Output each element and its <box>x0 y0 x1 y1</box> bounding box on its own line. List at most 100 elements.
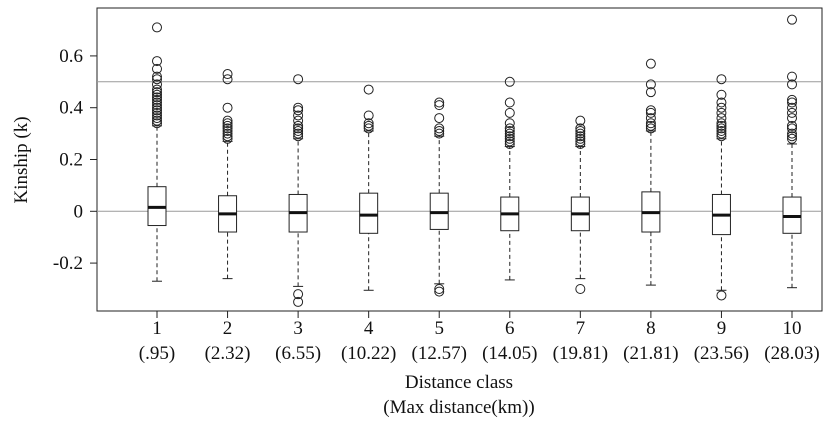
outlier-point <box>504 126 515 137</box>
reference-lines <box>97 81 822 212</box>
y-tick-label: 0 <box>74 201 84 222</box>
outlier-point <box>152 79 162 90</box>
x-tick-sublabel: (12.57) <box>412 343 467 364</box>
x-tick-label: 8 <box>646 318 656 339</box>
box-group <box>359 84 379 291</box>
outlier-point <box>787 123 797 134</box>
outlier-point <box>434 97 445 108</box>
outlier-point <box>504 107 515 118</box>
outlier-point <box>434 123 445 134</box>
outlier-point <box>575 131 586 142</box>
x-tick-label: 4 <box>364 318 374 339</box>
outlier-point <box>504 118 515 129</box>
outlier-point <box>787 71 797 82</box>
outlier-point <box>293 110 304 121</box>
outlier-point <box>222 128 233 139</box>
outlier-point <box>716 107 727 118</box>
outlier-point <box>645 123 656 134</box>
outlier-point <box>787 102 797 113</box>
outlier-point <box>575 128 586 139</box>
outlier-point <box>363 120 374 131</box>
y-axis-title: Kinship (k) <box>11 116 32 203</box>
outlier-point <box>293 74 304 85</box>
outlier-point <box>716 102 727 113</box>
outlier-point <box>504 136 515 147</box>
outlier-point <box>504 123 515 134</box>
y-tick-label: -0.2 <box>53 253 83 274</box>
y-tick-label: 0.4 <box>59 98 83 119</box>
box-group <box>500 76 520 281</box>
x-tick-label: 6 <box>505 318 515 339</box>
outlier-point <box>293 123 304 134</box>
x-tick-sublabel: (21.81) <box>623 343 678 364</box>
outlier-point <box>293 120 304 131</box>
outlier-point <box>645 105 656 116</box>
outlier-point <box>152 118 162 129</box>
outlier-point <box>504 128 515 139</box>
y-tick-label: 0.6 <box>59 46 83 67</box>
outlier-point <box>787 120 797 131</box>
outlier-point <box>222 123 233 134</box>
outlier-point <box>504 133 515 144</box>
outlier-point <box>152 97 162 108</box>
x-tick-label: 5 <box>434 318 444 339</box>
x-tick-sublabel: (23.56) <box>694 343 749 364</box>
box-group <box>641 58 661 286</box>
outlier-point <box>293 115 304 126</box>
outlier-point <box>293 105 304 116</box>
outlier-point <box>645 87 656 98</box>
outlier-point <box>293 296 304 307</box>
outlier-point <box>716 118 727 129</box>
outlier-point <box>293 102 304 113</box>
outlier-point <box>152 89 162 100</box>
y-axis: -0.2 0 0.2 0.4 0.6 <box>53 46 97 274</box>
outlier-point <box>645 58 656 69</box>
outlier-point <box>222 120 233 131</box>
outlier-point <box>222 131 233 142</box>
outlier-point <box>504 138 515 149</box>
outlier-point <box>575 115 586 126</box>
x-tick-label: 7 <box>576 318 586 339</box>
outlier-point <box>787 131 797 142</box>
outlier-point <box>152 107 162 118</box>
outlier-point <box>787 107 797 118</box>
box-group <box>782 14 802 289</box>
outlier-point <box>434 126 445 137</box>
outlier-point <box>152 74 162 85</box>
outlier-point <box>787 133 797 144</box>
outlier-point <box>363 118 374 129</box>
outlier-point <box>434 128 445 139</box>
outlier-point <box>716 123 727 134</box>
outlier-point <box>152 113 162 124</box>
outlier-point <box>575 133 586 144</box>
outlier-point <box>293 128 304 139</box>
outlier-point <box>222 69 233 80</box>
outlier-point <box>645 79 656 90</box>
box-iqr <box>359 192 379 234</box>
outlier-point <box>716 74 727 85</box>
outlier-point <box>575 283 586 294</box>
outlier-point <box>152 110 162 121</box>
outlier-point <box>645 107 656 118</box>
outlier-point <box>222 74 233 85</box>
outlier-point <box>787 79 797 90</box>
outlier-point <box>363 123 374 134</box>
outlier-point <box>293 289 304 300</box>
outlier-point <box>222 115 233 126</box>
outlier-point <box>504 97 515 108</box>
outlier-point <box>152 102 162 113</box>
outlier-point <box>152 100 162 111</box>
box-group <box>429 97 449 297</box>
box-series <box>147 14 802 307</box>
x-axis-title: Distance class <box>405 372 513 393</box>
outlier-point <box>787 97 797 108</box>
outlier-point <box>434 286 445 297</box>
outlier-point <box>152 105 162 116</box>
x-tick-label: 9 <box>717 318 727 339</box>
outlier-point <box>645 113 656 124</box>
x-tick-label: 2 <box>223 318 233 339</box>
outlier-point <box>716 97 727 108</box>
outlier-point <box>152 115 162 126</box>
outlier-point <box>222 118 233 129</box>
x-tick-sublabel: (2.32) <box>205 343 251 364</box>
